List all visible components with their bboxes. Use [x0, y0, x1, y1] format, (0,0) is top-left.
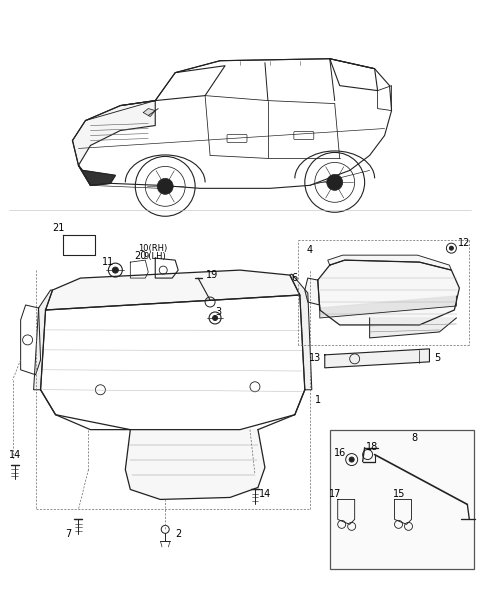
Text: 17: 17: [328, 490, 341, 499]
Text: 10(RH): 10(RH): [138, 244, 167, 253]
Polygon shape: [325, 349, 430, 368]
Text: 15: 15: [393, 490, 406, 499]
Circle shape: [305, 152, 365, 212]
Circle shape: [349, 457, 354, 462]
Text: 3: 3: [215, 307, 221, 317]
Text: 12: 12: [458, 238, 470, 248]
Circle shape: [213, 315, 217, 321]
Polygon shape: [370, 318, 456, 338]
Text: 13: 13: [309, 353, 321, 363]
Text: 11: 11: [102, 257, 115, 267]
Text: 2: 2: [175, 529, 181, 539]
Polygon shape: [78, 165, 115, 185]
Polygon shape: [46, 270, 300, 310]
FancyBboxPatch shape: [330, 430, 474, 569]
Text: 16: 16: [334, 447, 346, 458]
Polygon shape: [320, 296, 456, 318]
Circle shape: [157, 178, 173, 195]
Text: 14: 14: [259, 490, 271, 499]
Polygon shape: [328, 255, 451, 270]
Polygon shape: [305, 278, 320, 310]
Text: 7: 7: [65, 529, 72, 539]
Text: 6: 6: [292, 273, 298, 283]
Circle shape: [112, 267, 119, 273]
Polygon shape: [72, 100, 155, 165]
Circle shape: [449, 246, 454, 250]
Text: 9(LH): 9(LH): [144, 252, 167, 261]
Polygon shape: [34, 290, 52, 390]
Text: 1: 1: [315, 395, 321, 405]
Circle shape: [135, 157, 195, 216]
Text: 21: 21: [52, 223, 65, 233]
Text: 20: 20: [134, 251, 146, 261]
Circle shape: [327, 174, 343, 190]
Polygon shape: [125, 430, 265, 499]
Text: 14: 14: [9, 450, 21, 460]
Text: 4: 4: [307, 245, 313, 255]
Text: 8: 8: [411, 433, 418, 442]
Polygon shape: [318, 260, 459, 325]
Polygon shape: [290, 274, 312, 390]
Text: 5: 5: [434, 353, 441, 363]
Polygon shape: [144, 108, 155, 116]
Text: 18: 18: [365, 442, 378, 452]
Text: 19: 19: [206, 270, 218, 280]
